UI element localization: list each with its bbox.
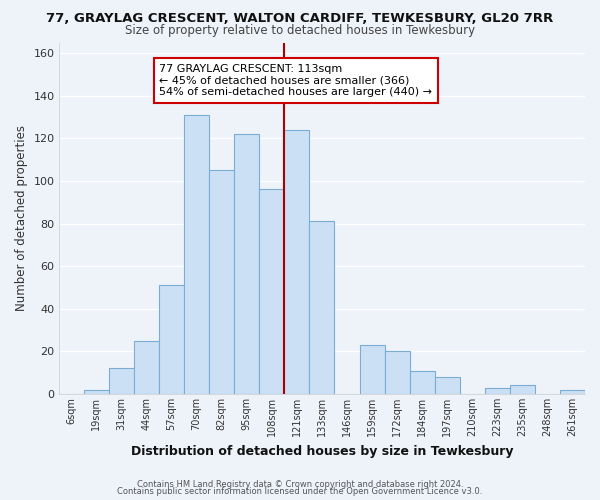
Bar [259, 190, 284, 394]
Bar [385, 352, 410, 394]
Text: 77, GRAYLAG CRESCENT, WALTON CARDIFF, TEWKESBURY, GL20 7RR: 77, GRAYLAG CRESCENT, WALTON CARDIFF, TE… [46, 12, 554, 26]
Bar [84, 390, 109, 394]
Bar [410, 370, 434, 394]
X-axis label: Distribution of detached houses by size in Tewkesbury: Distribution of detached houses by size … [131, 444, 513, 458]
Bar [510, 386, 535, 394]
Text: Size of property relative to detached houses in Tewkesbury: Size of property relative to detached ho… [125, 24, 475, 37]
Bar [234, 134, 259, 394]
Bar [560, 390, 585, 394]
Y-axis label: Number of detached properties: Number of detached properties [15, 126, 28, 312]
Bar [485, 388, 510, 394]
Bar [209, 170, 234, 394]
Text: Contains public sector information licensed under the Open Government Licence v3: Contains public sector information licen… [118, 487, 482, 496]
Bar [109, 368, 134, 394]
Text: 77 GRAYLAG CRESCENT: 113sqm
← 45% of detached houses are smaller (366)
54% of se: 77 GRAYLAG CRESCENT: 113sqm ← 45% of det… [159, 64, 432, 97]
Bar [434, 377, 460, 394]
Bar [134, 341, 159, 394]
Bar [184, 115, 209, 394]
Bar [310, 222, 334, 394]
Bar [359, 345, 385, 394]
Bar [284, 130, 310, 394]
Text: Contains HM Land Registry data © Crown copyright and database right 2024.: Contains HM Land Registry data © Crown c… [137, 480, 463, 489]
Bar [159, 286, 184, 394]
